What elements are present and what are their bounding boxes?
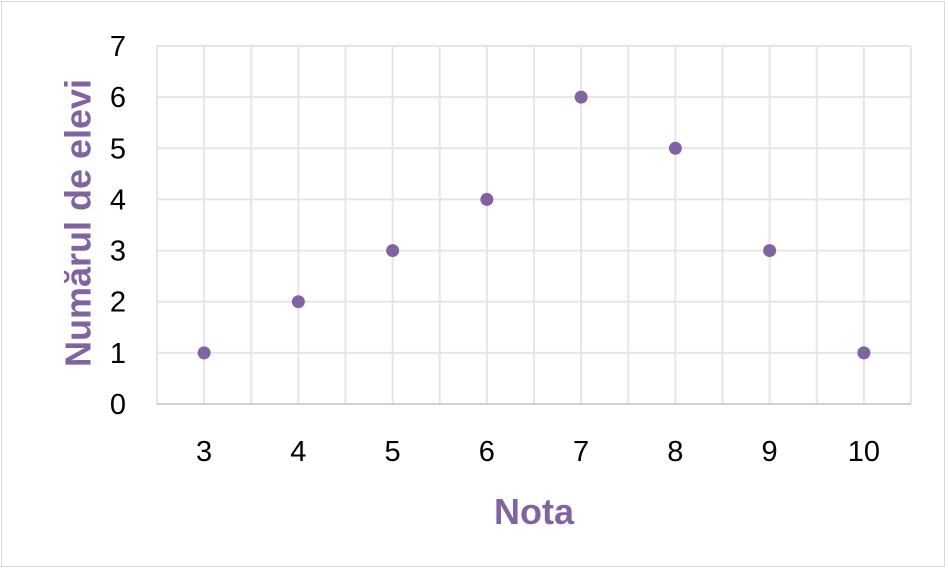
x-tick-label: 5 [385,436,401,468]
x-tick-label: 4 [290,436,306,468]
data-point [291,295,305,309]
tick-labels: 0 1 2 3 4 5 6 7 3 4 5 6 7 8 9 10 [110,31,880,468]
x-axis-title: Nota [494,491,575,532]
y-tick-label: 3 [110,236,126,268]
data-points [197,90,871,360]
y-axis-title: Numărul de elevi [58,79,99,367]
y-tick-label: 5 [110,133,126,165]
x-tick-label: 10 [848,436,880,468]
data-point [386,244,400,258]
x-tick-label: 7 [573,436,589,468]
data-point [197,346,211,360]
data-point [480,192,494,206]
data-point [763,244,777,258]
y-tick-label: 7 [110,31,126,63]
x-tick-label: 6 [479,436,495,468]
y-tick-label: 6 [110,82,126,114]
gridlines [156,45,912,404]
x-tick-label: 8 [667,436,683,468]
data-point [668,141,682,155]
x-tick-label: 9 [762,436,778,468]
y-tick-label: 2 [110,287,126,319]
data-point [574,90,588,104]
data-point [857,346,871,360]
x-tick-label: 3 [196,436,212,468]
y-tick-label: 0 [110,389,126,421]
y-tick-label: 4 [110,184,126,216]
y-tick-label: 1 [110,338,126,370]
